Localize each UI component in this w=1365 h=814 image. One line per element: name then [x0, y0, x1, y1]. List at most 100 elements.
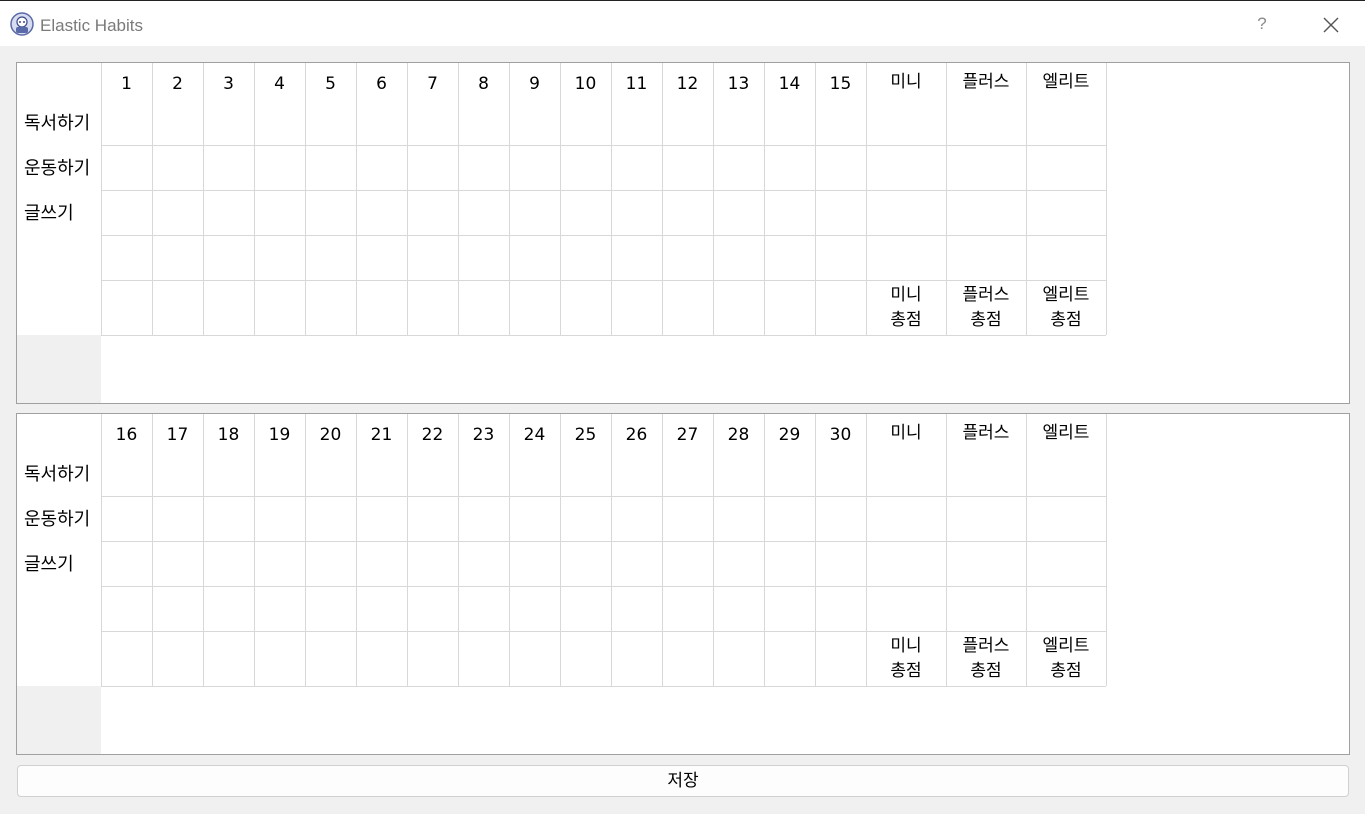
level-total-label: 플러스 총점 — [962, 285, 1010, 330]
level-total-label: 플러스 총점 — [962, 636, 1010, 681]
grid-line — [101, 541, 1106, 542]
grid-line — [101, 145, 1106, 146]
day-column-header: 19 — [268, 425, 291, 445]
day-column-header: 20 — [319, 425, 342, 445]
day-column-header: 6 — [376, 74, 387, 94]
grid-line — [509, 63, 510, 335]
day-column-header: 1 — [121, 74, 132, 94]
grid-line — [662, 414, 663, 686]
day-column-header: 4 — [274, 74, 285, 94]
habit-row-label: 글쓰기 — [24, 203, 74, 224]
grid-line — [1026, 63, 1027, 335]
day-column-header: 25 — [574, 425, 597, 445]
grid-line — [101, 190, 1106, 191]
day-column-header: 18 — [217, 425, 240, 445]
day-column-header: 23 — [472, 425, 495, 445]
level-column-header: 플러스 — [962, 72, 1010, 92]
grid-line — [458, 63, 459, 335]
grid-line — [101, 335, 1106, 336]
grid-line — [101, 631, 1106, 632]
habit-row-label: 글쓰기 — [24, 554, 74, 575]
day-column-header: 29 — [778, 425, 801, 445]
day-column-header: 13 — [727, 74, 750, 94]
grid-line — [815, 63, 816, 335]
help-button[interactable]: ? — [1257, 14, 1267, 33]
day-column-header: 8 — [478, 74, 489, 94]
habit-row-label: 운동하기 — [24, 509, 91, 530]
grid-line — [560, 414, 561, 686]
grid-line — [946, 414, 947, 686]
app-logo-icon — [10, 12, 34, 36]
day-column-header: 2 — [172, 74, 183, 94]
grid-line — [356, 63, 357, 335]
grid-line — [866, 414, 867, 686]
day-column-header: 17 — [166, 425, 189, 445]
grid-line — [1106, 414, 1107, 686]
day-column-header: 28 — [727, 425, 750, 445]
grid-line — [509, 414, 510, 686]
grid-line — [764, 414, 765, 686]
level-column-header: 미니 — [890, 72, 922, 92]
day-column-header: 22 — [421, 425, 444, 445]
level-column-header: 엘리트 — [1042, 72, 1090, 92]
grid-line — [101, 586, 1106, 587]
habit-row-label: 독서하기 — [24, 464, 91, 485]
grid-line — [611, 414, 612, 686]
grid-line — [611, 63, 612, 335]
grid-line — [101, 414, 102, 686]
day-column-header: 16 — [115, 425, 138, 445]
day-column-header: 12 — [676, 74, 699, 94]
grid-line — [101, 496, 1106, 497]
grid-line — [662, 63, 663, 335]
level-total-label: 미니 총점 — [890, 285, 922, 330]
day-column-header: 9 — [529, 74, 540, 94]
grid-line — [560, 63, 561, 335]
grid-line — [866, 63, 867, 335]
day-column-header: 24 — [523, 425, 546, 445]
grid-line — [407, 63, 408, 335]
grid-line — [713, 63, 714, 335]
day-column-header: 5 — [325, 74, 336, 94]
header-corner — [17, 686, 101, 754]
grid-line — [254, 63, 255, 335]
grid-line — [407, 414, 408, 686]
level-column-header: 플러스 — [962, 423, 1010, 443]
day-column-header: 27 — [676, 425, 699, 445]
grid-line — [101, 235, 1106, 236]
grid-line — [305, 414, 306, 686]
grid-line — [101, 280, 1106, 281]
grid-line — [713, 414, 714, 686]
day-column-header: 7 — [427, 74, 438, 94]
grid-line — [254, 414, 255, 686]
grid-line — [764, 63, 765, 335]
grid-line — [203, 63, 204, 335]
day-column-header: 21 — [370, 425, 393, 445]
header-corner — [17, 335, 101, 403]
day-column-header: 26 — [625, 425, 648, 445]
grid-line — [458, 414, 459, 686]
day-column-header: 14 — [778, 74, 801, 94]
window-title: Elastic Habits — [40, 16, 143, 35]
grid-line — [305, 63, 306, 335]
grid-line — [203, 414, 204, 686]
day-column-header: 30 — [829, 425, 852, 445]
grid-line — [152, 63, 153, 335]
level-total-label: 엘리트 총점 — [1042, 285, 1090, 330]
day-column-header: 3 — [223, 74, 234, 94]
save-button[interactable]: 저장 — [17, 765, 1349, 797]
grid-line — [356, 414, 357, 686]
grid-line — [815, 414, 816, 686]
grid-line — [101, 686, 1106, 687]
level-total-label: 엘리트 총점 — [1042, 636, 1090, 681]
level-column-header: 미니 — [890, 423, 922, 443]
close-icon[interactable] — [1317, 11, 1345, 39]
title-bar: Elastic Habits ? — [0, 0, 1365, 46]
day-column-header: 11 — [625, 74, 648, 94]
grid-line — [152, 414, 153, 686]
level-column-header: 엘리트 — [1042, 423, 1090, 443]
habit-row-label: 독서하기 — [24, 113, 91, 134]
level-total-label: 미니 총점 — [890, 636, 922, 681]
day-column-header: 10 — [574, 74, 597, 94]
grid-line — [1106, 63, 1107, 335]
